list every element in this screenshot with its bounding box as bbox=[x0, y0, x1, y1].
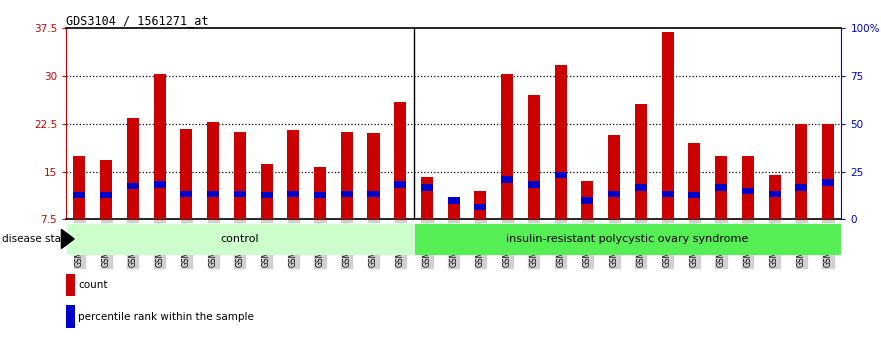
Bar bbox=[367, 191, 380, 197]
Bar bbox=[635, 184, 647, 191]
Bar bbox=[413, 223, 841, 255]
Bar bbox=[742, 188, 754, 194]
Bar bbox=[394, 181, 406, 188]
Bar bbox=[688, 143, 700, 219]
Bar bbox=[153, 181, 166, 188]
Text: GDS3104 / 1561271_at: GDS3104 / 1561271_at bbox=[66, 14, 209, 27]
Bar bbox=[475, 191, 486, 219]
Bar bbox=[207, 122, 219, 219]
Bar bbox=[581, 181, 594, 219]
Bar bbox=[448, 204, 460, 219]
Bar bbox=[501, 74, 514, 219]
Bar bbox=[555, 65, 566, 219]
Bar bbox=[66, 223, 413, 255]
Bar bbox=[100, 160, 112, 219]
Bar bbox=[768, 191, 781, 197]
Text: control: control bbox=[220, 234, 259, 244]
Bar bbox=[314, 192, 326, 199]
Bar bbox=[475, 204, 486, 210]
Bar bbox=[181, 129, 192, 219]
Bar bbox=[233, 132, 246, 219]
Bar bbox=[581, 197, 594, 204]
Polygon shape bbox=[62, 229, 74, 249]
Bar bbox=[421, 184, 433, 191]
Bar bbox=[742, 156, 754, 219]
Bar bbox=[555, 172, 566, 178]
Bar bbox=[287, 191, 300, 197]
Bar bbox=[421, 177, 433, 219]
Bar bbox=[261, 164, 272, 219]
Bar bbox=[314, 167, 326, 219]
Text: disease state: disease state bbox=[2, 234, 71, 244]
Bar bbox=[448, 197, 460, 204]
Bar bbox=[822, 179, 834, 186]
Bar bbox=[287, 130, 300, 219]
Bar bbox=[715, 156, 727, 219]
Bar bbox=[635, 103, 647, 219]
Bar bbox=[341, 191, 352, 197]
Bar bbox=[66, 274, 75, 296]
Bar bbox=[233, 191, 246, 197]
Bar bbox=[153, 74, 166, 219]
Bar bbox=[796, 184, 807, 191]
Bar bbox=[715, 184, 727, 191]
Bar bbox=[768, 175, 781, 219]
Bar bbox=[66, 306, 75, 328]
Bar bbox=[181, 191, 192, 197]
Bar bbox=[127, 183, 139, 189]
Bar bbox=[341, 132, 352, 219]
Text: percentile rank within the sample: percentile rank within the sample bbox=[78, 312, 255, 322]
Bar bbox=[528, 181, 540, 188]
Bar bbox=[367, 133, 380, 219]
Bar bbox=[688, 192, 700, 199]
Bar bbox=[73, 192, 85, 199]
Bar bbox=[501, 176, 514, 183]
Bar bbox=[608, 191, 620, 197]
Bar bbox=[822, 124, 834, 219]
Bar bbox=[207, 191, 219, 197]
Text: count: count bbox=[78, 280, 107, 290]
Bar bbox=[261, 192, 272, 199]
Text: insulin-resistant polycystic ovary syndrome: insulin-resistant polycystic ovary syndr… bbox=[507, 234, 749, 244]
Bar bbox=[127, 118, 139, 219]
Bar bbox=[73, 156, 85, 219]
Bar bbox=[796, 124, 807, 219]
Bar bbox=[662, 191, 674, 197]
Bar bbox=[100, 192, 112, 199]
Bar bbox=[608, 135, 620, 219]
Bar bbox=[662, 32, 674, 219]
Bar bbox=[528, 95, 540, 219]
Bar bbox=[394, 102, 406, 219]
